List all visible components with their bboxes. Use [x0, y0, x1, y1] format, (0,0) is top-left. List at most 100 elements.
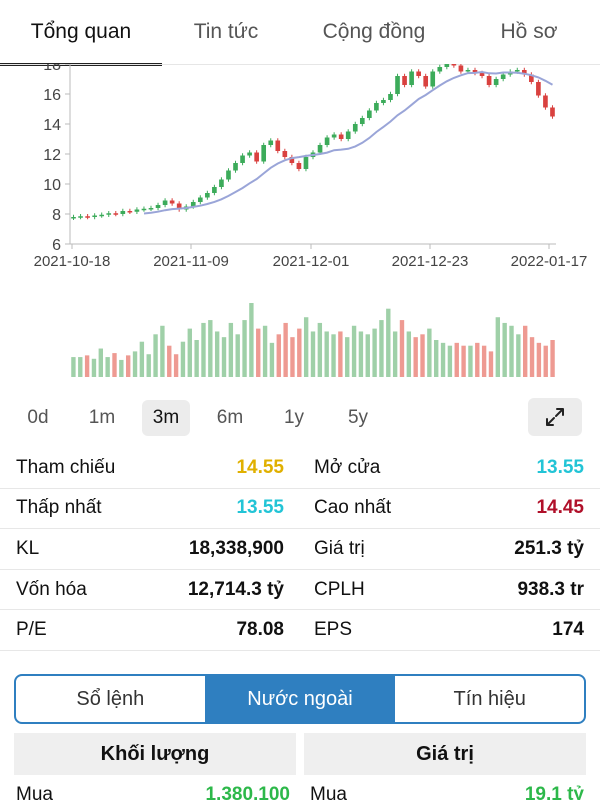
- period-1y[interactable]: 1y: [283, 407, 305, 428]
- volume-bar: [434, 340, 439, 377]
- candle: [296, 163, 302, 169]
- tab-profile[interactable]: Hồ sơ: [500, 20, 558, 43]
- period-0d[interactable]: 0d: [27, 407, 49, 428]
- candle: [261, 145, 267, 162]
- tab-news[interactable]: Tin tức: [193, 20, 259, 43]
- candle: [240, 155, 245, 163]
- period-6m[interactable]: 6m: [216, 407, 244, 428]
- volume-bar: [536, 342, 542, 377]
- candle: [148, 208, 154, 210]
- candle: [197, 197, 203, 202]
- candle: [190, 202, 196, 207]
- volume-bar: [338, 331, 343, 377]
- stat-high: Cao nhất 14.45: [300, 489, 600, 530]
- buy-value-value: 19.1 tỷ: [524, 784, 584, 800]
- volume-bar: [303, 317, 309, 377]
- stat-shares: CPLH 938.3 tr: [300, 570, 600, 611]
- volume-bar: [331, 334, 336, 377]
- volume-bar: [112, 353, 117, 377]
- candle: [514, 70, 520, 72]
- volume-bar: [180, 341, 186, 377]
- value-label: Giá trị: [314, 537, 365, 559]
- volume-bar: [256, 328, 261, 377]
- volume-bar: [481, 345, 487, 377]
- stats-table: Tham chiếu 14.55 Mở cửa 13.55 Thấp nhất …: [0, 448, 600, 651]
- segment-signals[interactable]: Tín hiệu: [394, 676, 584, 722]
- y-tick-label: 18: [43, 64, 61, 74]
- x-tick-label: 2021-12-01: [273, 253, 350, 270]
- expand-icon: [546, 408, 564, 426]
- candle: [99, 214, 105, 217]
- y-tick-label: 10: [43, 177, 61, 194]
- volume-bar: [420, 334, 425, 377]
- period-1m[interactable]: 1m: [88, 407, 116, 428]
- candle: [430, 71, 436, 87]
- reference-label: Tham chiếu: [16, 456, 116, 478]
- volume-bar: [208, 320, 213, 377]
- market-cap-value: 12,714.3 tỷ: [187, 578, 284, 600]
- top-tabs: Tổng quan Tin tức Cộng đồng Hồ sơ: [0, 0, 600, 66]
- volume-bar: [297, 328, 302, 377]
- volume-label: KL: [16, 537, 40, 559]
- candle: [212, 187, 217, 193]
- volume-bar: [249, 303, 254, 377]
- volume-bar: [413, 337, 418, 377]
- volume-bar: [317, 322, 323, 377]
- volume-bar: [201, 322, 206, 377]
- expand-chart-button[interactable]: [528, 398, 582, 436]
- volume-bar: [91, 358, 97, 377]
- volume-bar: [78, 357, 83, 377]
- candle: [486, 76, 492, 85]
- stat-open: Mở cửa 13.55: [300, 448, 600, 489]
- open-label: Mở cửa: [314, 456, 381, 478]
- buy-value-label: Mua: [310, 784, 347, 800]
- volume-bar: [427, 328, 432, 377]
- candle: [550, 107, 555, 117]
- volume-bar: [386, 308, 391, 377]
- x-tick-label: 2021-10-18: [34, 253, 111, 270]
- volume-bar: [543, 345, 548, 377]
- segment-foreign[interactable]: Nước ngoài: [204, 676, 395, 722]
- segment-order-book[interactable]: Sổ lệnh: [76, 687, 145, 710]
- candle: [352, 124, 358, 132]
- foreign-buy-volume-row: Mua 1,380,100: [16, 784, 290, 800]
- candle: [268, 140, 274, 145]
- value-value: 251.3 tỷ: [514, 537, 584, 559]
- volume-bar: [310, 331, 316, 377]
- detail-segmented-control: Sổ lệnh Nước ngoài Tín hiệu: [14, 674, 586, 724]
- stat-reference: Tham chiếu 14.55: [0, 448, 300, 489]
- open-value: 13.55: [536, 456, 584, 478]
- period-5y[interactable]: 5y: [347, 407, 369, 428]
- candle: [78, 216, 83, 218]
- volume-bar: [509, 325, 514, 377]
- candle: [254, 152, 259, 162]
- candle: [155, 205, 161, 208]
- candle: [359, 118, 365, 124]
- candle: [71, 217, 76, 219]
- candle: [388, 94, 393, 100]
- low-value: 13.55: [236, 497, 284, 519]
- eps-value: 174: [552, 619, 584, 641]
- candle: [141, 208, 147, 211]
- candle: [536, 82, 541, 96]
- candle: [409, 71, 414, 85]
- price-chart[interactable]: 6 8 10 12 14 16 18 2021-10-18 2021-11-09 2021-12-…: [0, 64, 600, 384]
- candle: [465, 70, 471, 72]
- x-tick-label: 2021-11-09: [153, 253, 229, 270]
- candle: [529, 74, 534, 82]
- period-3m[interactable]: 3m: [142, 400, 190, 436]
- volume-bar: [228, 322, 234, 377]
- candle: [120, 211, 126, 214]
- volume-bar: [454, 342, 459, 377]
- candle: [317, 145, 323, 153]
- buy-volume-value: 1,380,100: [205, 784, 290, 800]
- volume-bar: [379, 320, 384, 377]
- volume-bar: [550, 340, 555, 377]
- tab-divider: [0, 64, 600, 65]
- candle: [282, 151, 288, 157]
- tab-overview[interactable]: Tổng quan: [0, 0, 162, 66]
- candle: [472, 70, 478, 73]
- volume-bar: [372, 328, 377, 377]
- volume-bar: [221, 337, 227, 377]
- tab-community[interactable]: Cộng đồng: [322, 20, 426, 43]
